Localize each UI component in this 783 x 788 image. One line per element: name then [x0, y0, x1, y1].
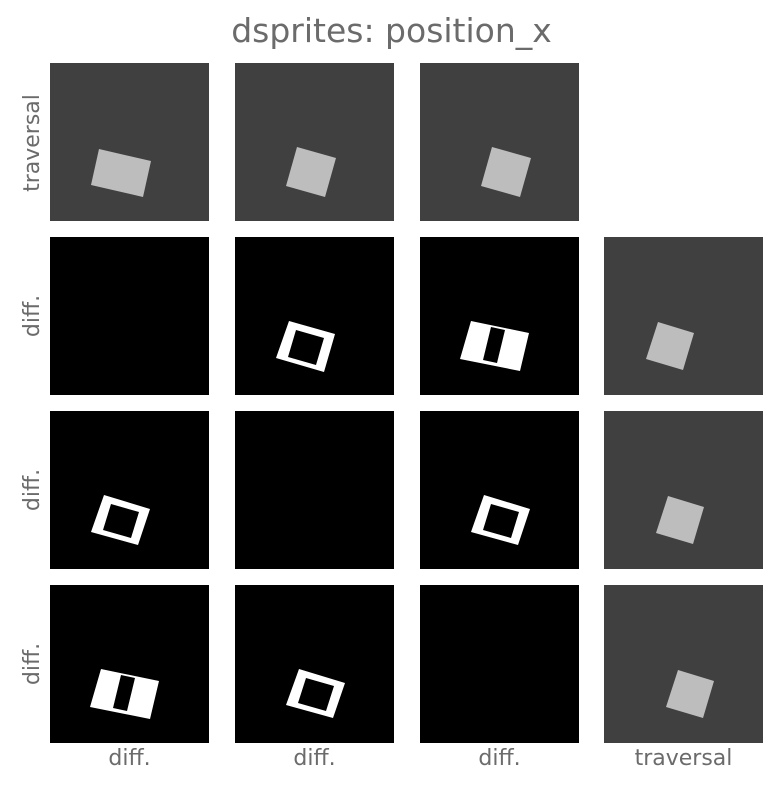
traversal-image — [235, 63, 394, 221]
diff-image — [420, 411, 579, 569]
traversal-image — [604, 411, 763, 569]
diff-image — [235, 237, 394, 395]
traversal-image — [604, 585, 763, 743]
row-label-diff-2: diff. — [20, 468, 45, 512]
row-label-traversal: traversal — [20, 94, 45, 192]
diff-image — [235, 585, 394, 743]
col-label-diff-2: diff. — [293, 746, 336, 771]
diff-image — [50, 585, 209, 743]
traversal-image — [420, 63, 579, 221]
diff-image — [50, 411, 209, 569]
diff-image — [420, 585, 579, 743]
figure-title: dsprites: position_x — [231, 11, 552, 50]
traversal-image — [50, 63, 209, 221]
diff-image — [420, 237, 579, 395]
diff-image — [50, 237, 209, 395]
row-label-diff-1: diff. — [20, 294, 45, 338]
col-label-traversal: traversal — [634, 746, 733, 771]
row-label-diff-3: diff. — [20, 642, 45, 686]
col-label-diff-3: diff. — [478, 746, 521, 771]
col-label-diff-1: diff. — [108, 746, 151, 771]
diff-image — [235, 411, 394, 569]
traversal-image — [604, 237, 763, 395]
